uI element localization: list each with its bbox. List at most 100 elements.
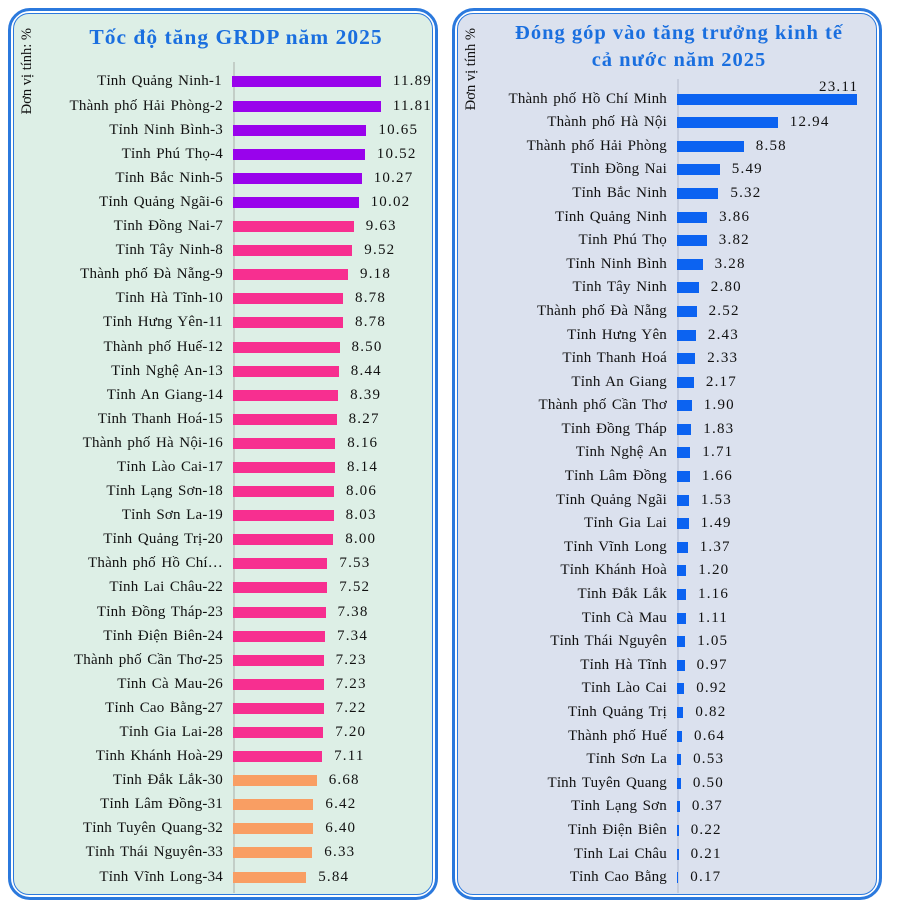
category-label: Tỉnh Lạng Sơn-18	[106, 483, 223, 500]
chart-row: Tỉnh Quảng Ninh-1 11.89	[14, 70, 432, 94]
bar	[677, 187, 719, 199]
bar-cell: 1.37	[677, 536, 876, 560]
bar-cell: 0.97	[677, 654, 876, 678]
chart-row: Thành phố Hải Phòng-2 11.81	[14, 94, 432, 118]
value-label: 7.53	[339, 555, 371, 572]
bar-cell: 8.16	[233, 431, 432, 455]
value-label: 8.78	[355, 314, 387, 331]
value-label: 5.84	[318, 868, 350, 885]
bar-cell: 9.63	[233, 215, 432, 239]
chart-row: Tỉnh Đồng Tháp 1.83	[458, 418, 876, 442]
chart-row: Tỉnh Cà Mau-26 7.23	[14, 672, 432, 696]
value-label: 0.21	[690, 845, 722, 862]
bar-cell: 3.82	[677, 229, 876, 253]
value-label: 3.28	[714, 255, 746, 272]
bar-cell: 7.23	[233, 648, 432, 672]
chart-row: Tỉnh Lai Châu 0.21	[458, 842, 876, 866]
bar	[233, 196, 359, 208]
category-label: Thành phố Cần Thơ	[538, 397, 667, 414]
chart-row: Tỉnh Lai Châu-22 7.52	[14, 576, 432, 600]
bar-cell: 2.43	[677, 323, 876, 347]
bar	[233, 678, 324, 690]
bar-cell: 6.40	[233, 817, 432, 841]
contribution-title-line1: Đóng góp vào tăng trưởng kinh tế	[515, 22, 843, 44]
chart-row: Tỉnh Khánh Hoà-29 7.11	[14, 745, 432, 769]
category-label: Tỉnh Nghệ An	[575, 444, 667, 461]
bar	[677, 329, 696, 341]
category-label: Tỉnh Gia Lai	[584, 515, 667, 532]
bar	[233, 799, 314, 811]
chart-row: Tỉnh Thái Nguyên-33 6.33	[14, 841, 432, 865]
bar-cell: 0.21	[677, 842, 876, 866]
bar-cell: 8.78	[233, 287, 432, 311]
bar-cell: 0.17	[677, 866, 876, 890]
value-label: 8.06	[346, 483, 378, 500]
chart-row: Tỉnh Cao Bằng 0.17	[458, 866, 876, 890]
category-label: Tỉnh Tây Ninh	[572, 279, 667, 296]
bar	[233, 775, 317, 787]
bar	[677, 400, 692, 412]
bar-cell: 2.33	[677, 347, 876, 371]
chart-row: Tỉnh Quảng Ninh 3.86	[458, 205, 876, 229]
value-label: 8.27	[348, 410, 380, 427]
value-label: 2.80	[710, 279, 742, 296]
category-label: Tỉnh Quảng Trị	[567, 704, 667, 721]
category-label: Tỉnh Sơn La-19	[121, 507, 223, 524]
bar	[233, 365, 339, 377]
contribution-bar-rows: Thành phố Hồ Chí Minh 23.11 Thành phố Hà N…	[458, 79, 876, 894]
chart-row: Thành phố Huế-12 8.50	[14, 335, 432, 359]
chart-row: Tỉnh Hà Tĩnh-10 8.78	[14, 287, 432, 311]
chart-row: Tỉnh Tuyên Quang 0.50	[458, 772, 876, 796]
category-label: Tỉnh Lào Cai	[581, 680, 667, 697]
chart-row: Tỉnh Cà Mau 1.11	[458, 606, 876, 630]
chart-row: Tỉnh Ninh Bình 3.28	[458, 252, 876, 276]
chart-row: Tỉnh Phú Thọ-4 10.52	[14, 142, 432, 166]
bar	[677, 636, 686, 648]
value-label: 1.71	[702, 444, 734, 461]
bar	[233, 606, 326, 618]
category-label: Tỉnh An Giang-14	[106, 386, 223, 403]
chart-row: Tỉnh Đồng Nai 5.49	[458, 158, 876, 182]
bar	[233, 823, 314, 835]
category-label: Thành phố Huế	[568, 727, 667, 744]
bar	[677, 258, 703, 270]
value-label: 7.22	[335, 699, 367, 716]
chart-row: Thành phố Cần Thơ-25 7.23	[14, 648, 432, 672]
bar-cell: 1.05	[677, 630, 876, 654]
value-label: 5.32	[730, 184, 762, 201]
bar	[233, 437, 336, 449]
value-label: 1.53	[700, 491, 732, 508]
category-label: Thành phố Hải Phòng-2	[69, 97, 223, 114]
bar	[233, 654, 324, 666]
value-label: 5.49	[731, 161, 763, 178]
value-label: 1.11	[697, 609, 729, 626]
growth-contribution-panel: Đơn vị tính % Đóng góp vào tăng trưởng k…	[452, 8, 882, 900]
value-label: 0.17	[690, 869, 722, 886]
bar	[677, 612, 686, 624]
bar	[677, 824, 679, 836]
bar-cell: 12.94	[677, 111, 876, 135]
value-label: 6.33	[324, 844, 356, 861]
category-label: Tỉnh Cao Bằng-27	[105, 699, 223, 716]
category-label: Thành phố Huế-12	[103, 338, 223, 355]
bar	[231, 76, 381, 88]
value-label: 0.22	[690, 821, 722, 838]
bar-cell: 0.37	[677, 795, 876, 819]
bar-cell: 5.84	[233, 865, 432, 889]
chart-row: Tỉnh Lạng Sơn-18 8.06	[14, 480, 432, 504]
category-label: Tỉnh Quảng Ninh-1	[97, 73, 222, 90]
category-label: Tỉnh Cao Bằng	[569, 869, 667, 886]
category-label: Tỉnh Quảng Ngãi	[556, 491, 667, 508]
category-label: Tỉnh Ninh Bình-3	[109, 121, 223, 138]
bar-cell: 7.23	[233, 672, 432, 696]
bar	[233, 534, 334, 546]
bar-cell: 5.32	[677, 182, 876, 206]
chart-row: Tỉnh Đồng Nai-7 9.63	[14, 215, 432, 239]
category-label: Tỉnh Khánh Hoà-29	[95, 748, 223, 765]
chart-row: Tỉnh Lâm Đồng-31 6.42	[14, 793, 432, 817]
value-label: 2.33	[707, 350, 739, 367]
category-label: Tỉnh Đồng Tháp	[561, 420, 667, 437]
value-label: 2.52	[708, 302, 740, 319]
bar-cell: 10.27	[233, 166, 432, 190]
bar-cell: 10.02	[233, 190, 432, 214]
